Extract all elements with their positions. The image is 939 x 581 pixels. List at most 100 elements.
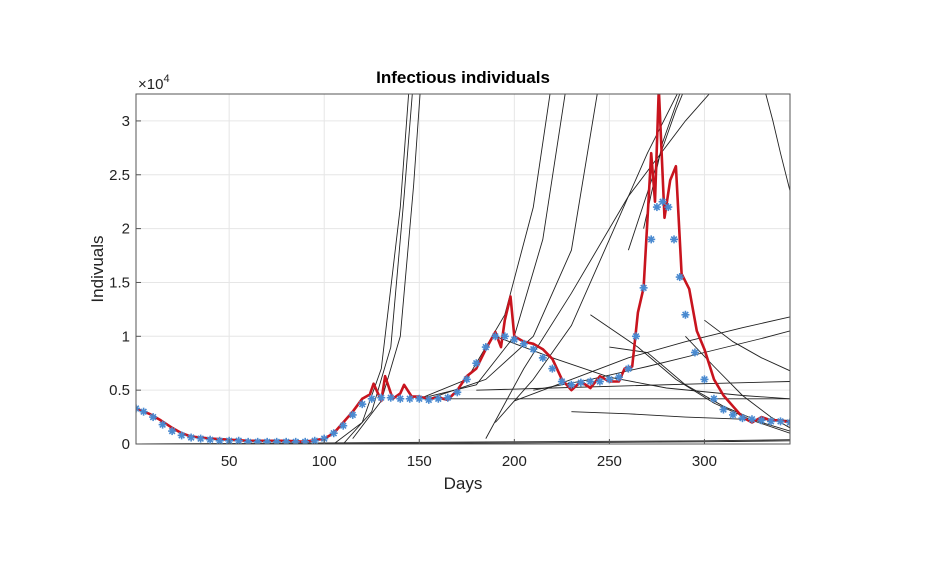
model-marker <box>567 380 576 389</box>
model-marker <box>670 235 679 244</box>
y-exponent: ×104 <box>138 73 170 93</box>
model-marker <box>158 420 167 429</box>
fitted-curve-0 <box>333 94 410 444</box>
model-marker <box>282 437 291 444</box>
y-axis-label: Indivuals <box>88 235 107 302</box>
model-marker <box>453 388 462 397</box>
y-tick-label-1: 0.5 <box>109 382 130 399</box>
grid <box>136 94 790 445</box>
model-marker <box>253 437 262 444</box>
model-marker <box>367 394 376 403</box>
model-marker <box>500 332 509 341</box>
y-tick-label-5: 2.5 <box>109 167 130 184</box>
model-marker <box>149 413 158 422</box>
model-marker <box>538 353 547 362</box>
model-marker <box>690 348 699 357</box>
model-marker <box>234 436 243 444</box>
x-tick-label-2: 150 <box>407 453 432 470</box>
model-marker <box>700 375 709 384</box>
model-marker <box>624 364 633 373</box>
model-marker <box>396 394 405 403</box>
model-marker <box>757 416 766 425</box>
model-marker <box>738 414 747 423</box>
model-marker <box>377 393 386 402</box>
model-marker <box>639 283 648 292</box>
model-marker <box>136 404 140 413</box>
y-tick-label-2: 1 <box>122 328 130 345</box>
model-marker <box>301 437 310 444</box>
x-tick-label-4: 250 <box>597 453 622 470</box>
fitted-curve-2 <box>352 94 421 439</box>
model-marker <box>519 339 528 348</box>
model-marker <box>548 364 557 373</box>
model-marker <box>786 418 790 427</box>
model-marker <box>719 405 728 414</box>
model-marker <box>728 410 737 419</box>
model-marker <box>215 436 224 444</box>
fitted-curve-11 <box>476 381 790 391</box>
model-marker <box>652 203 661 212</box>
model-marker <box>747 415 756 424</box>
x-tick-label-0: 50 <box>221 453 238 470</box>
y-axis-ticks: 0 0.5 1 1.5 2 2.5 3 <box>109 113 141 453</box>
model-marker <box>443 393 452 402</box>
model-marker <box>681 310 690 319</box>
fitted-curve-5 <box>428 94 598 400</box>
model-marker <box>472 359 481 368</box>
y-exponent-power: 4 <box>163 73 169 85</box>
fitted-curves <box>136 94 790 444</box>
model-marker <box>576 378 585 387</box>
model-marker <box>632 332 641 341</box>
model-marker <box>647 235 656 244</box>
model-marker <box>206 435 215 444</box>
model-marker <box>348 410 357 419</box>
model-marker <box>557 377 566 386</box>
model-marker <box>168 427 177 436</box>
fitted-curve-17 <box>627 94 684 251</box>
x-axis-label: Days <box>444 474 483 493</box>
model-marker <box>434 394 443 403</box>
model-marker <box>177 431 186 440</box>
model-marker <box>244 437 253 444</box>
y-tick-label-4: 2 <box>122 221 130 238</box>
model-marker <box>272 437 281 444</box>
chart-title: Infectious individuals <box>376 68 550 87</box>
model-marker <box>291 437 300 444</box>
fitted-curve-7 <box>485 94 710 439</box>
model-marker <box>339 421 348 430</box>
model-marker <box>386 393 395 402</box>
fitted-curve-14 <box>590 314 790 434</box>
model-marker <box>595 377 604 386</box>
model-marker <box>415 394 424 403</box>
fitted-curve-19 <box>765 94 790 192</box>
x-tick-label-5: 300 <box>692 453 717 470</box>
x-tick-label-3: 200 <box>502 453 527 470</box>
model-marker <box>510 335 519 344</box>
plot-frame <box>135 93 791 445</box>
y-exponent-base: ×10 <box>138 76 163 93</box>
model-marker <box>462 375 471 384</box>
model-marker <box>310 436 319 444</box>
fitted-curve-13 <box>609 346 790 432</box>
data-series <box>136 94 790 444</box>
model-marker <box>196 434 205 443</box>
y-tick-label-3: 1.5 <box>109 274 130 291</box>
model-marker <box>658 197 667 206</box>
fitted-curve-1 <box>342 94 413 444</box>
model-marker <box>605 375 614 384</box>
model-marker <box>664 203 673 212</box>
model-marker <box>614 373 623 382</box>
model-marker <box>776 417 785 426</box>
model-marker <box>329 429 338 438</box>
model-marker <box>481 343 490 352</box>
x-tick-label-1: 100 <box>312 453 337 470</box>
x-axis-ticks: 50 100 150 200 250 300 <box>221 439 717 470</box>
model-marker <box>187 433 196 442</box>
fitted-curve-6 <box>494 94 678 423</box>
model-marker <box>358 400 367 409</box>
y-tick-label-6: 3 <box>122 113 130 130</box>
y-tick-label-0: 0 <box>122 436 130 453</box>
model-marker <box>405 394 414 403</box>
model-marker <box>675 273 684 282</box>
